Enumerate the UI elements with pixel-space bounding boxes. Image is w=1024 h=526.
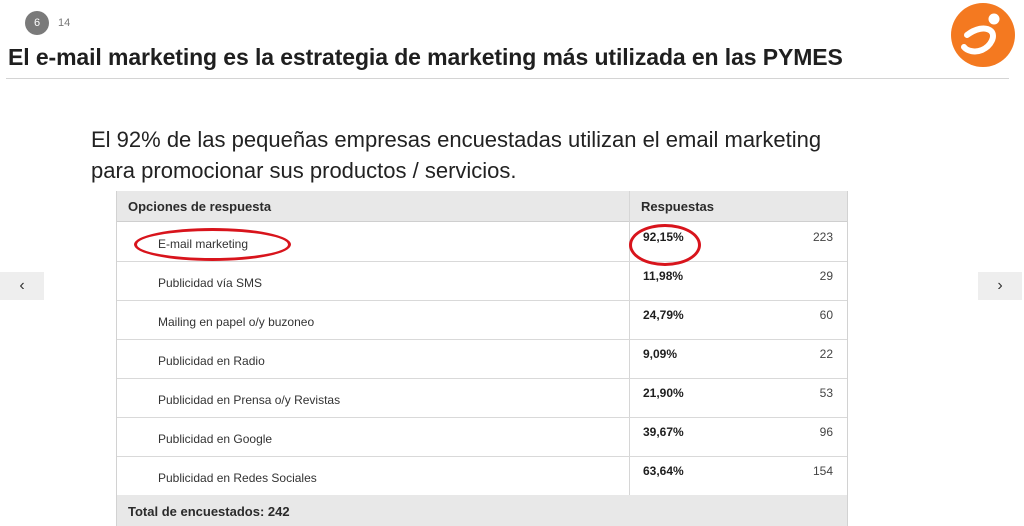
row-count: 154 [812, 464, 833, 478]
row-count: 60 [819, 308, 833, 322]
next-slide-button[interactable]: › [978, 272, 1022, 300]
row-option: Publicidad en Redes Sociales [158, 471, 317, 485]
table-row: Publicidad en Prensa o/y Revistas 21,90%… [117, 378, 847, 418]
chevron-left-icon: ‹ [19, 277, 25, 294]
table-row: Publicidad vía SMS 11,98% 29 [117, 261, 847, 301]
row-option: Mailing en papel o/y buzoneo [158, 315, 315, 329]
lead-line-2: para promocionar sus productos / servici… [91, 158, 517, 183]
table-footer: Total de encuestados: 242 [117, 495, 847, 526]
table-row: Publicidad en Google 39,67% 96 [117, 417, 847, 457]
orange-brand-logo-icon [951, 3, 1015, 67]
slide-total-count: 14 [58, 17, 71, 29]
row-option: E-mail marketing [158, 237, 249, 251]
slide-title: El e-mail marketing es la estrategia de … [8, 44, 843, 70]
row-percent: 11,98% [643, 269, 684, 283]
slide-number-badge: 6 [25, 11, 49, 35]
row-count: 223 [812, 230, 833, 244]
survey-table: Opciones de respuesta Respuestas E-mail … [116, 191, 848, 526]
header-options: Opciones de respuesta [128, 199, 272, 214]
header-responses: Respuestas [641, 199, 714, 214]
chevron-right-icon: › [997, 277, 1003, 294]
row-percent: 24,79% [643, 308, 684, 322]
column-divider [629, 191, 630, 526]
row-option: Publicidad vía SMS [158, 276, 263, 290]
table-row: Publicidad en Radio 9,09% 22 [117, 339, 847, 379]
table-row: Publicidad en Redes Sociales 63,64% 154 [117, 456, 847, 496]
previous-slide-button[interactable]: ‹ [0, 272, 44, 300]
row-option: Publicidad en Prensa o/y Revistas [158, 393, 341, 407]
table-row: Mailing en papel o/y buzoneo 24,79% 60 [117, 300, 847, 340]
row-percent: 63,64% [643, 464, 684, 478]
title-divider [6, 78, 1009, 79]
total-respondents: Total de encuestados: 242 [128, 504, 290, 519]
row-count: 29 [819, 269, 833, 283]
row-option: Publicidad en Google [158, 432, 273, 446]
lead-line-1: El 92% de las pequeñas empresas encuesta… [91, 127, 822, 152]
table-row: E-mail marketing 92,15% 223 [117, 222, 847, 262]
row-percent: 92,15% [643, 230, 684, 244]
row-count: 22 [819, 347, 833, 361]
row-percent: 39,67% [643, 425, 684, 439]
lead-paragraph: El 92% de las pequeñas empresas encuesta… [91, 124, 821, 186]
row-count: 53 [819, 386, 833, 400]
row-option: Publicidad en Radio [158, 354, 265, 368]
row-count: 96 [819, 425, 833, 439]
row-percent: 9,09% [643, 347, 678, 361]
table-header: Opciones de respuesta Respuestas [117, 191, 847, 222]
row-percent: 21,90% [643, 386, 684, 400]
